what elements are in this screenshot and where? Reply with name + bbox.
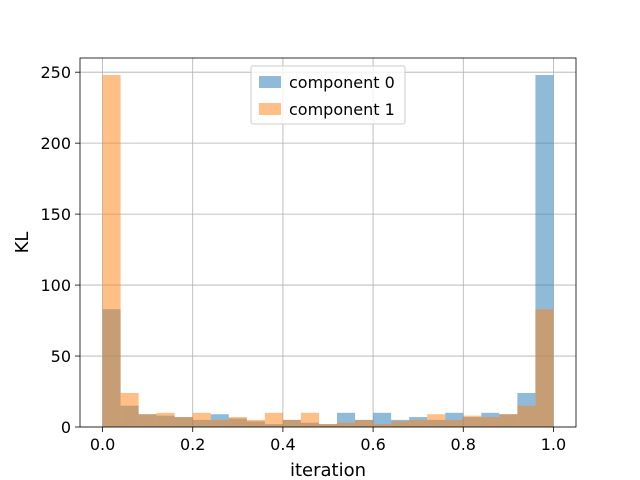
bar-series-1-bin-22 [499, 414, 518, 427]
bar-series-1-bin-11 [300, 412, 319, 427]
y-axis-label: KL [12, 232, 33, 254]
bar-series-0-bin-15 [373, 412, 392, 427]
legend: component 0 component 1 [250, 65, 406, 125]
bar-series-1-bin-20 [463, 415, 482, 427]
x-tick-label-2: 0.4 [270, 435, 295, 454]
x-tick-label-4: 0.8 [451, 435, 476, 454]
bar-series-1-bin-9 [264, 412, 283, 427]
bar-series-1-bin-1 [120, 392, 139, 427]
histogram-bars [102, 75, 554, 428]
bar-series-1-bin-23 [517, 405, 536, 427]
bar-series-1-bin-3 [156, 412, 175, 427]
bar-series-1-bin-17 [409, 419, 428, 427]
legend-label-component-0: component 0 [289, 73, 395, 92]
bar-series-1-bin-2 [138, 414, 157, 427]
bar-series-1-bin-7 [228, 417, 247, 427]
x-axis-label: iteration [290, 460, 366, 480]
y-tick-label-5: 250 [40, 63, 71, 82]
bar-series-1-bin-21 [481, 417, 500, 427]
bar-series-1-bin-8 [246, 419, 265, 427]
bar-series-1-bin-13 [337, 422, 356, 427]
bar-series-1-bin-15 [373, 424, 392, 427]
y-tick-label-4: 200 [40, 134, 71, 153]
legend-box [250, 65, 406, 125]
legend-swatch-component-1 [259, 103, 281, 115]
x-tick-label-1: 0.2 [180, 435, 205, 454]
y-tick-label-1: 50 [51, 347, 71, 366]
bar-series-1-bin-14 [355, 419, 374, 427]
bar-series-1-bin-24 [535, 309, 554, 427]
legend-swatch-component-0 [259, 76, 281, 88]
bar-series-1-bin-12 [318, 424, 338, 427]
bar-series-1-bin-19 [445, 419, 464, 427]
bar-series-1-bin-10 [282, 419, 301, 427]
x-tick-label-5: 1.0 [541, 435, 566, 454]
bar-series-1-bin-5 [192, 412, 211, 427]
x-tick-label-3: 0.6 [360, 435, 385, 454]
y-tick-label-3: 150 [40, 205, 71, 224]
x-tick-label-0: 0.0 [90, 435, 115, 454]
bar-series-1-bin-4 [174, 417, 193, 427]
y-tick-label-0: 0 [61, 418, 71, 437]
bar-series-1-bin-16 [391, 421, 410, 427]
axis-ticks: 0.0 0.2 0.4 0.6 0.8 1.0 0 50 100 150 200 250 [40, 63, 566, 454]
y-tick-label-2: 100 [40, 276, 71, 295]
plot-frame [79, 57, 577, 428]
bar-series-1-bin-0 [102, 75, 121, 428]
bar-series-1-bin-18 [427, 414, 446, 427]
bar-series-1-bin-6 [210, 419, 229, 427]
legend-label-component-1: component 1 [289, 100, 395, 119]
